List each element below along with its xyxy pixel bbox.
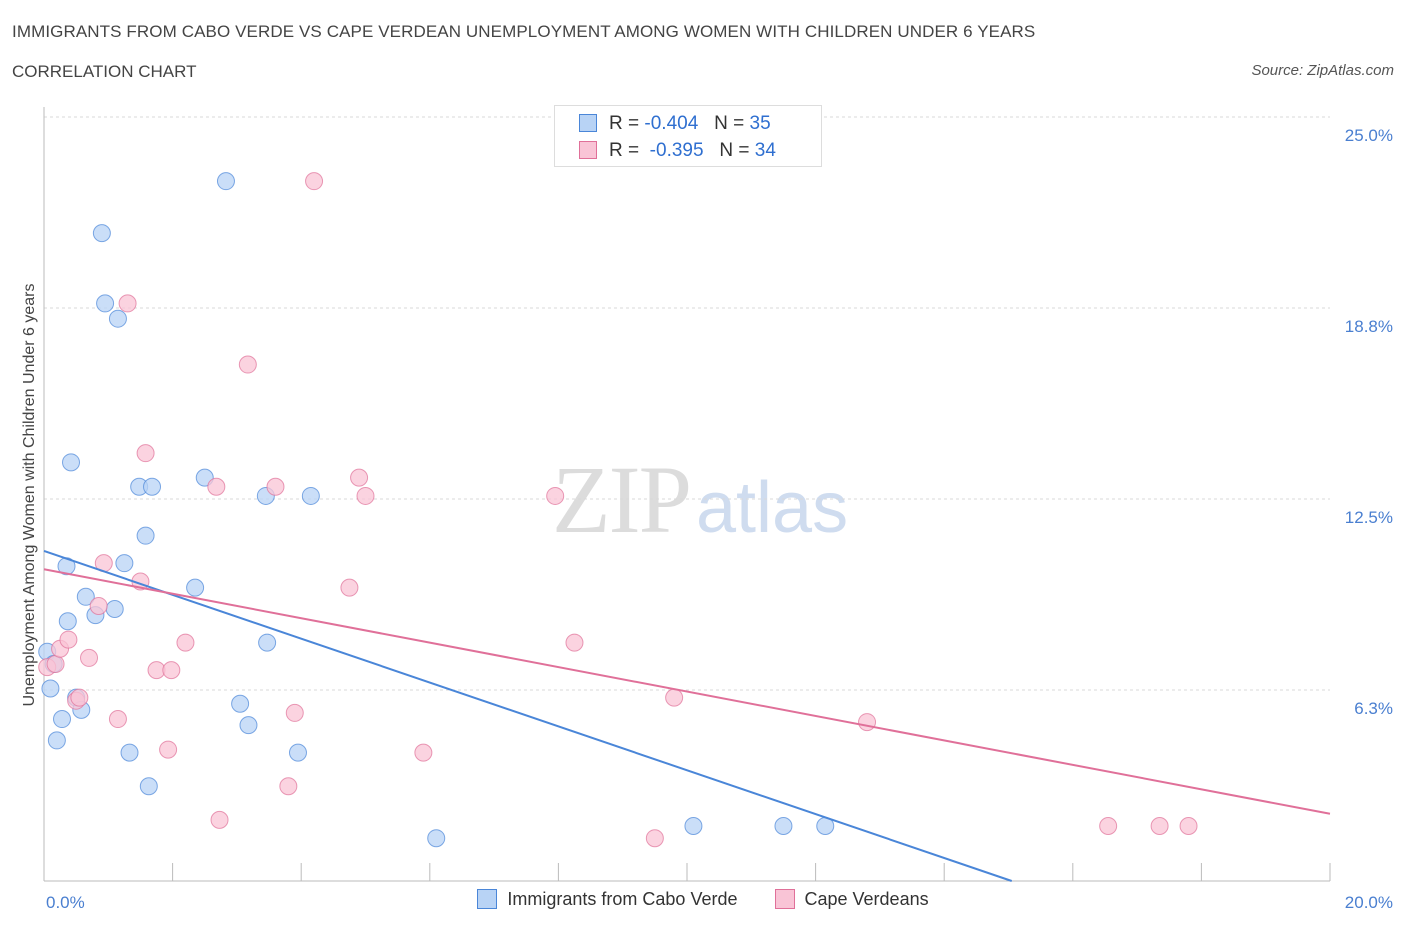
cabo-verde-point	[258, 633, 277, 652]
source-label: Source: ZipAtlas.com	[1251, 62, 1394, 79]
legend-r-value: -0.404	[644, 113, 699, 134]
legend-item-cabo-verde[interactable]: Immigrants from Cabo Verde	[477, 889, 737, 910]
cape-verdean-point	[80, 648, 99, 667]
series-legend: Immigrants from Cabo Verde Cape Verdeans	[0, 889, 1406, 910]
cape-verdean-point	[1150, 816, 1169, 835]
cape-verdean-point	[46, 655, 65, 674]
cabo-verde-point	[288, 743, 307, 762]
cape-verdean-point	[70, 688, 89, 707]
cape-verdean-point	[279, 777, 298, 796]
cape-verdean-point	[414, 743, 433, 762]
cabo-verde-point	[53, 710, 72, 729]
legend-label-cape-verdeans: Cape Verdeans	[804, 889, 929, 909]
legend-swatch-cape-verdeans	[774, 889, 795, 909]
cape-verdean-point	[108, 710, 127, 729]
y-tick-label: 25.0%	[1345, 126, 1393, 145]
cabo-verde-point	[62, 453, 81, 472]
cape-verdean-point	[858, 713, 877, 732]
legend-n-label: N =	[719, 140, 750, 161]
legend-r-value: -0.395	[649, 140, 704, 161]
cabo-verde-point	[76, 587, 95, 606]
legend-n-label: N =	[714, 113, 745, 134]
cape-verdean-point	[350, 468, 369, 487]
cabo-verde-point	[105, 600, 124, 619]
cape-verdean-point	[176, 633, 195, 652]
cape-verdean-point	[356, 486, 375, 505]
cabo-verde-trendline	[43, 550, 1013, 882]
cape-verdean-point	[645, 829, 664, 848]
legend-swatch-cabo-verde	[579, 114, 597, 132]
cape-verdean-point	[207, 477, 226, 496]
cape-verdean-point	[1179, 816, 1198, 835]
cabo-verde-point	[216, 172, 235, 191]
y-tick-label: 12.5%	[1345, 508, 1393, 527]
cape-verdean-point	[305, 172, 324, 191]
legend-swatch-cape-verdeans	[579, 141, 597, 159]
cabo-verde-point	[427, 829, 446, 848]
cape-verdean-point	[285, 703, 304, 722]
cape-verdean-point	[546, 486, 565, 505]
chart-subtitle: CORRELATION CHART	[12, 62, 197, 81]
legend-row-cabo-verde: R = -0.404 N = 35	[579, 113, 771, 137]
legend-r-label: R =	[609, 140, 640, 161]
cabo-verde-point	[239, 716, 258, 735]
cabo-verde-point	[301, 486, 320, 505]
legend-item-cape-verdeans[interactable]: Cape Verdeans	[774, 889, 929, 910]
cabo-verde-point	[143, 477, 162, 496]
legend-n-value: 35	[749, 113, 771, 134]
cabo-verde-point	[96, 294, 115, 313]
y-tick-label: 6.3%	[1354, 699, 1393, 718]
cape-verdean-point	[1099, 816, 1118, 835]
legend-n-value: 34	[754, 140, 776, 161]
cape-verdean-trendline	[43, 568, 1331, 815]
cape-verdean-point	[210, 810, 229, 829]
cape-verdean-point	[266, 477, 285, 496]
cabo-verde-point	[120, 743, 139, 762]
cabo-verde-point	[58, 612, 77, 631]
cape-verdean-point	[159, 740, 178, 759]
cape-verdean-point	[238, 355, 257, 374]
cabo-verde-point	[139, 777, 158, 796]
legend-swatch-cabo-verde	[477, 889, 498, 909]
legend-label-cabo-verde: Immigrants from Cabo Verde	[507, 889, 738, 909]
cape-verdean-point	[340, 578, 359, 597]
cabo-verde-point	[231, 694, 250, 713]
watermark-atlas: atlas	[696, 468, 849, 548]
cabo-verde-point	[186, 578, 205, 597]
cabo-verde-point	[115, 554, 134, 573]
cabo-verde-point	[136, 526, 155, 545]
cabo-verde-point	[684, 816, 703, 835]
cape-verdean-point	[162, 661, 181, 680]
cabo-verde-point	[92, 224, 111, 243]
y-tick-label: 18.8%	[1345, 317, 1393, 336]
x-tick-label: 20.0%	[1345, 893, 1393, 912]
correlation-legend: R = -0.404 N = 35 R = -0.395 N = 34	[554, 105, 822, 167]
cabo-verde-point	[41, 679, 60, 698]
x-tick-label: 0.0%	[46, 893, 85, 912]
cape-verdean-point	[59, 630, 78, 649]
cabo-verde-point	[108, 309, 127, 328]
cape-verdean-point	[89, 596, 108, 615]
chart-title: IMMIGRANTS FROM CABO VERDE VS CAPE VERDE…	[12, 22, 1036, 41]
cape-verdean-point	[565, 633, 584, 652]
cape-verdean-point	[118, 294, 137, 313]
legend-row-cape-verdeans: R = -0.395 N = 34	[579, 140, 776, 164]
cape-verdean-point	[136, 444, 155, 463]
cape-verdean-point	[665, 688, 684, 707]
cabo-verde-point	[774, 816, 793, 835]
cabo-verde-point	[47, 731, 66, 750]
legend-r-label: R =	[609, 113, 640, 134]
